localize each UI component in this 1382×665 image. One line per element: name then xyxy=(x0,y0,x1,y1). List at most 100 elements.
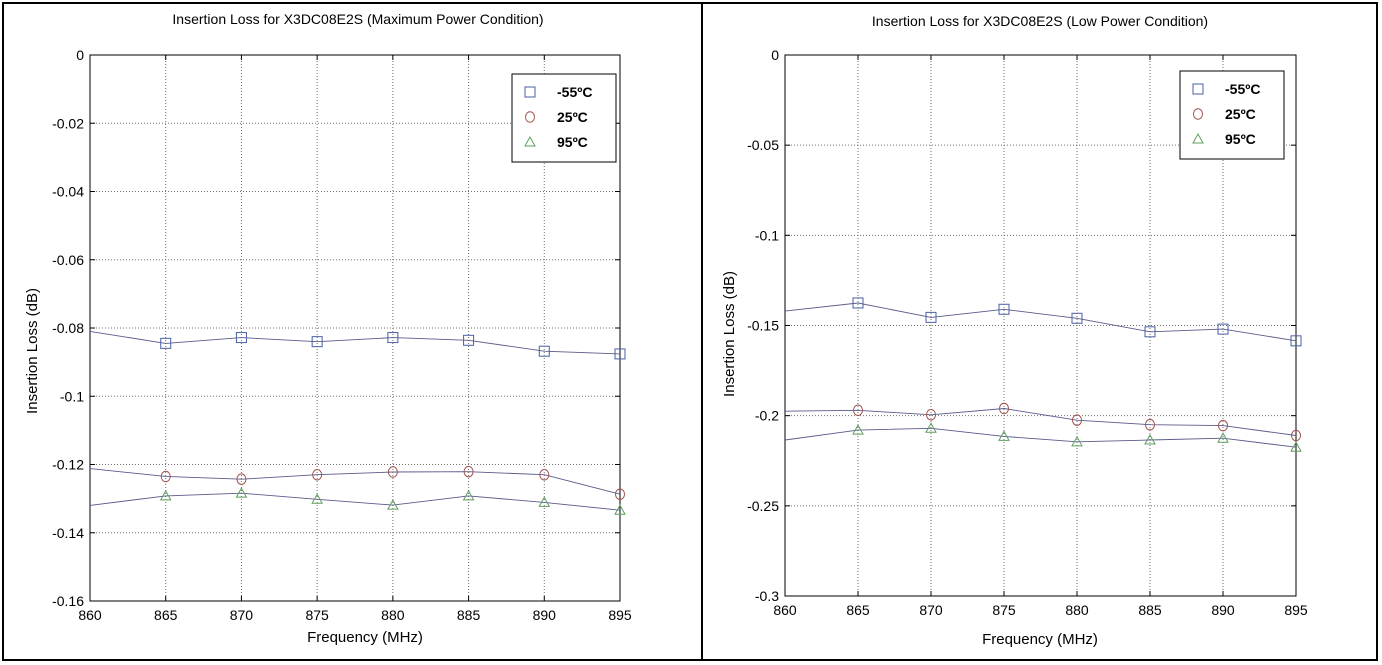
x-tick-label: 885 xyxy=(457,607,481,623)
series-line xyxy=(89,492,621,511)
square-marker xyxy=(1071,312,1083,324)
y-axis-label: Insertion Loss (dB) xyxy=(24,288,41,414)
x-tick-label: 895 xyxy=(608,607,632,623)
panel-divider xyxy=(701,2,703,661)
square-marker xyxy=(463,334,475,346)
x-axis-label: Frequency (MHz) xyxy=(307,629,423,646)
triangle-marker xyxy=(387,499,399,510)
triangle-marker xyxy=(462,489,475,501)
square-marker xyxy=(1144,326,1156,338)
y-tick-label: -0.25 xyxy=(747,498,779,514)
x-tick-label: 860 xyxy=(78,607,102,623)
circle-marker xyxy=(999,402,1009,415)
y-tick-label: -0.15 xyxy=(747,318,779,334)
y-tick-label: -0.08 xyxy=(52,320,84,336)
x-tick-label: 865 xyxy=(154,607,178,623)
square-marker xyxy=(311,336,323,348)
circle-marker xyxy=(853,404,863,417)
y-tick-label: -0.04 xyxy=(52,184,84,200)
legend-label: 25ºC xyxy=(557,109,588,125)
y-tick-label: -0.14 xyxy=(52,525,84,541)
legend-label: 95ºC xyxy=(1225,131,1256,147)
triangle-marker xyxy=(1217,432,1229,443)
circle-marker xyxy=(525,111,535,123)
series-square xyxy=(784,297,1302,347)
circle-marker xyxy=(1145,418,1155,431)
circle-marker xyxy=(1291,429,1301,442)
triangle-marker xyxy=(1144,433,1156,445)
x-tick-label: 865 xyxy=(846,602,870,618)
y-tick-label: -0.16 xyxy=(52,593,84,609)
circle-marker xyxy=(160,470,171,483)
y-tick-label: -0.1 xyxy=(755,227,779,243)
chart-panel-low-power: Insertion Loss for X3DC08E2S (Low Power … xyxy=(703,4,1376,659)
triangle-marker xyxy=(524,135,536,147)
series-triangle xyxy=(784,422,1302,452)
series-line xyxy=(784,427,1297,448)
y-axis-label: Insertion Loss (dB) xyxy=(721,271,738,397)
chart-title: Insertion Loss for X3DC08E2S (Maximum Po… xyxy=(172,11,543,27)
square-marker xyxy=(538,345,550,357)
square-marker xyxy=(1192,83,1204,95)
circle-marker xyxy=(1193,108,1203,120)
circle-marker xyxy=(539,468,550,481)
y-tick-label: -0.06 xyxy=(52,252,84,268)
square-marker xyxy=(998,303,1010,315)
series-line xyxy=(784,302,1297,342)
triangle-marker xyxy=(159,489,172,501)
legend: -55ºC 25ºC 95ºC xyxy=(511,73,617,163)
y-tick-label: -0.2 xyxy=(755,408,779,424)
x-tick-label: 885 xyxy=(1138,602,1162,618)
circle-marker xyxy=(1218,419,1228,432)
x-axis-label: Frequency (MHz) xyxy=(982,631,1098,648)
triangle-marker xyxy=(1071,435,1083,447)
chart-max-power: Insertion Loss for X3DC08E2S (Maximum Po… xyxy=(24,11,632,646)
series-triangle xyxy=(89,487,626,515)
square-marker xyxy=(1217,323,1229,335)
circle-marker xyxy=(463,465,474,478)
x-tick-label: 890 xyxy=(533,607,557,623)
y-tick-label: 0 xyxy=(771,47,779,63)
series-circle xyxy=(784,402,1301,442)
x-tick-label: 890 xyxy=(1211,602,1235,618)
triangle-marker xyxy=(538,496,551,507)
series-line xyxy=(89,330,621,355)
x-tick-label: 860 xyxy=(773,602,797,618)
chart-title: Insertion Loss for X3DC08E2S (Low Power … xyxy=(872,13,1208,29)
square-marker xyxy=(925,311,937,323)
series-square xyxy=(89,330,626,360)
circle-marker xyxy=(312,468,323,481)
square-marker xyxy=(387,332,399,344)
triangle-marker xyxy=(235,487,248,498)
series-line xyxy=(89,468,621,495)
y-tick-label: -0.1 xyxy=(60,388,84,404)
series-line xyxy=(784,408,1297,436)
x-tick-label: 880 xyxy=(1065,602,1089,618)
circle-marker xyxy=(387,466,398,478)
x-tick-label: 880 xyxy=(381,607,405,623)
chart-panel-max-power: Insertion Loss for X3DC08E2S (Maximum Po… xyxy=(4,4,701,659)
triangle-marker xyxy=(852,424,864,435)
triangle-marker xyxy=(925,422,937,433)
legend-box xyxy=(1179,70,1285,160)
legend-label: -55ºC xyxy=(1225,81,1260,97)
x-tick-label: 895 xyxy=(1284,602,1308,618)
square-marker xyxy=(614,348,626,360)
triangle-marker xyxy=(1192,132,1204,144)
x-tick-label: 870 xyxy=(919,602,943,618)
circle-marker xyxy=(615,488,625,500)
square-marker xyxy=(235,332,247,344)
triangle-marker xyxy=(998,430,1010,441)
x-tick-label: 870 xyxy=(230,607,254,623)
series-circle xyxy=(89,465,625,500)
legend-label: 25ºC xyxy=(1225,106,1256,122)
square-marker xyxy=(160,337,172,349)
triangle-marker xyxy=(311,493,323,504)
legend-label: 95ºC xyxy=(557,134,588,150)
legend: -55ºC 25ºC 95ºC xyxy=(1179,70,1285,160)
y-tick-label: 0 xyxy=(76,47,84,63)
square-marker xyxy=(524,86,536,98)
chart-low-power: Insertion Loss for X3DC08E2S (Low Power … xyxy=(721,13,1308,648)
circle-marker xyxy=(926,409,936,421)
